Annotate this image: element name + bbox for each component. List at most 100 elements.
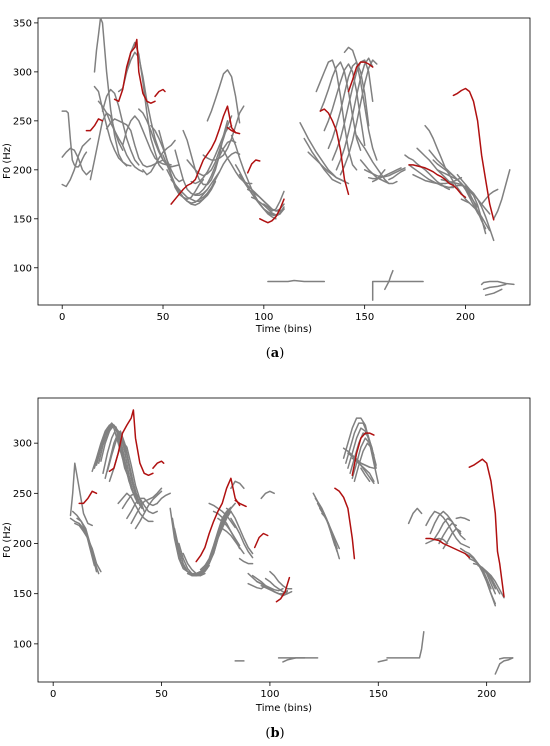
contour-line-75 — [455, 516, 471, 522]
contour-line-5 — [93, 85, 128, 167]
panel-b-x-axis-label: Time (bins) — [255, 703, 312, 714]
contour-line-53 — [371, 280, 424, 301]
contour-line-24 — [198, 151, 241, 200]
contour-line-28 — [195, 507, 232, 575]
x-tick-label: 0 — [50, 689, 56, 700]
contour-line-36 — [230, 517, 254, 559]
x-tick-label: 50 — [155, 689, 168, 700]
panel-b-caption: (b) — [265, 726, 284, 741]
highlight-contour-81 — [347, 61, 374, 93]
contour-line-55 — [342, 417, 380, 485]
panel-b-y-axis-label: F0 (Hz) — [2, 522, 13, 558]
contour-line-0 — [69, 462, 93, 527]
contour-line-33 — [217, 517, 241, 547]
highlight-contour-93 — [351, 432, 375, 477]
contour-line-74 — [442, 527, 462, 550]
y-tick-label: 150 — [13, 589, 32, 600]
contour-line-23 — [194, 139, 237, 196]
panel-a-x-ticks: 0 50 100 150 200 — [59, 305, 475, 323]
contour-line-20 — [156, 492, 171, 505]
contour-line-45 — [339, 59, 378, 176]
contour-line-22 — [190, 124, 233, 185]
contour-line-2 — [61, 137, 92, 188]
x-tick-label: 150 — [355, 312, 374, 323]
contour-line-1 — [61, 147, 92, 176]
contour-line-12 — [138, 108, 180, 168]
contour-line-36 — [299, 122, 346, 183]
highlight-contour-74 — [113, 38, 156, 104]
contour-line-69 — [480, 188, 499, 205]
panel-b-y-ticks: 100 150 200 250 300 — [13, 439, 38, 650]
contour-line-8 — [105, 118, 164, 168]
highlight-contour-77 — [226, 126, 241, 135]
contour-line-68 — [492, 169, 511, 220]
y-tick-label: 200 — [13, 539, 32, 550]
contour-line-39 — [247, 582, 267, 590]
contour-line-71 — [482, 283, 507, 291]
highlight-contour-82 — [408, 164, 467, 199]
contour-line-35 — [267, 279, 326, 283]
highlight-contour-92 — [334, 487, 356, 560]
contour-line-6 — [97, 100, 144, 173]
contour-line-47 — [355, 134, 390, 185]
highlight-contour-78 — [246, 159, 261, 174]
highlight-contour-86 — [108, 409, 154, 477]
y-tick-label: 100 — [13, 263, 32, 274]
contour-line-0 — [61, 110, 88, 168]
panel-a-x-axis-label: Time (bins) — [255, 324, 312, 335]
contour-line-54 — [321, 512, 341, 550]
contour-line-10 — [121, 115, 168, 166]
y-tick-label: 150 — [13, 214, 32, 225]
highlight-contour-90 — [253, 532, 269, 549]
contour-line-45 — [269, 570, 293, 590]
contour-line-38 — [238, 557, 254, 565]
contour-line-21 — [186, 115, 233, 177]
x-tick-label: 200 — [456, 312, 475, 323]
contour-line-69 — [425, 537, 449, 545]
contour-line-60 — [353, 442, 373, 483]
contour-line-18 — [130, 487, 163, 525]
highlight-contour-95 — [468, 458, 505, 598]
contour-line-70 — [425, 510, 471, 549]
contour-line-62 — [436, 169, 483, 220]
contour-line-52 — [388, 169, 406, 181]
x-tick-label: 100 — [260, 689, 279, 700]
contour-line-29 — [234, 164, 281, 216]
x-tick-label: 150 — [369, 689, 388, 700]
contour-line-20 — [182, 120, 229, 186]
contour-line-5 — [78, 524, 102, 573]
x-tick-label: 100 — [254, 312, 273, 323]
highlight-contour-79 — [259, 198, 285, 224]
contour-line-15 — [158, 129, 205, 200]
contour-line-15 — [117, 492, 154, 523]
highlight-contour-80 — [319, 108, 350, 196]
contour-line-84 — [498, 657, 514, 660]
contour-line-41 — [323, 63, 366, 147]
y-tick-label: 250 — [13, 116, 32, 127]
contour-line-32 — [246, 188, 285, 212]
x-tick-label: 50 — [157, 312, 170, 323]
panel-a: 0 50 100 150 200 100 150 200 250 300 350 Time (bi… — [2, 17, 531, 361]
highlight-contour-87 — [152, 460, 165, 469]
contour-line-67 — [377, 659, 388, 663]
contour-line-4 — [76, 517, 100, 575]
contour-line-66 — [460, 198, 491, 232]
contour-line-50 — [367, 167, 402, 180]
contour-line-34 — [221, 527, 245, 555]
contour-line-81 — [481, 567, 501, 595]
contour-line-71 — [429, 510, 466, 541]
contour-line-40 — [319, 61, 362, 151]
contour-line-33 — [250, 196, 285, 216]
contour-line-54 — [384, 269, 394, 291]
panel-a-series — [61, 17, 515, 301]
highlight-contour-85 — [78, 490, 98, 505]
contour-line-61 — [432, 159, 479, 208]
contour-line-83 — [494, 657, 514, 675]
x-tick-label: 200 — [477, 689, 496, 700]
contour-line-7 — [101, 88, 140, 166]
contour-line-38 — [307, 151, 350, 185]
y-tick-label: 300 — [13, 439, 32, 450]
contour-line-31 — [208, 502, 236, 529]
contour-line-30 — [204, 502, 236, 567]
contour-line-72 — [484, 288, 503, 296]
